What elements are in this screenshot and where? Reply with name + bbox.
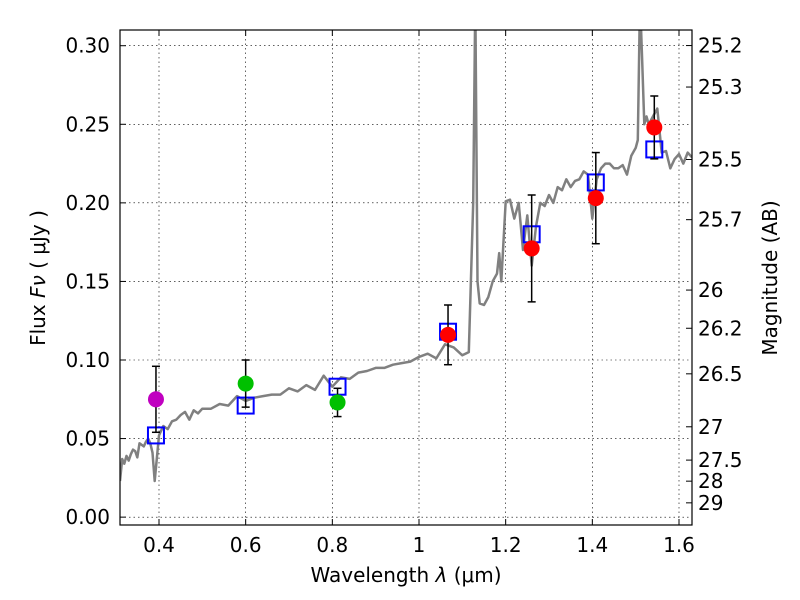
y-tick-label: 0.00 xyxy=(65,505,110,529)
observed-flux-point xyxy=(440,326,457,343)
magnitude-tick-label: 28 xyxy=(698,469,723,493)
magnitude-axis-label: Magnitude (AB) xyxy=(758,200,782,355)
x-axis-label: Wavelength λ (μm) xyxy=(310,563,501,587)
axis-ticks: 0.4 0.6 0.8 1 1.2 1.4 1.6 0.00 0.05 0.10 0.15 0.20 0… xyxy=(65,30,743,557)
x-tick-label: 1.2 xyxy=(490,533,522,557)
observed-flux-point xyxy=(329,394,346,411)
magnitude-tick-label: 25.3 xyxy=(698,75,743,99)
observed-photometry-points xyxy=(147,95,663,434)
x-tick-label: 0.6 xyxy=(230,533,262,557)
x-tick-label: 1 xyxy=(413,533,426,557)
y-tick-label: 0.10 xyxy=(65,348,110,372)
observed-flux-point xyxy=(237,375,254,392)
observed-flux-point xyxy=(523,240,540,257)
magnitude-tick-label: 27.5 xyxy=(698,448,743,472)
magnitude-tick-label: 26 xyxy=(698,278,723,302)
magnitude-tick-label: 25.7 xyxy=(698,208,743,232)
magnitude-tick-label: 27 xyxy=(698,415,723,439)
magnitude-tick-label: 26.2 xyxy=(698,316,743,340)
y-tick-label: 0.15 xyxy=(65,269,110,293)
grid xyxy=(120,30,692,525)
y-tick-label: 0.05 xyxy=(65,427,110,451)
magnitude-tick-label: 25.5 xyxy=(698,147,743,171)
x-tick-label: 0.8 xyxy=(316,533,348,557)
y-tick-label: 0.20 xyxy=(65,191,110,215)
magnitude-tick-label: 25.2 xyxy=(698,34,743,58)
magnitude-tick-label: 29 xyxy=(698,491,723,515)
magnitude-tick-label: 26.5 xyxy=(698,362,743,386)
x-tick-label: 1.6 xyxy=(663,533,695,557)
observed-flux-point xyxy=(646,119,663,136)
y-tick-label: 0.30 xyxy=(65,34,110,58)
observed-flux-point xyxy=(587,190,604,207)
model-photometry-points xyxy=(146,140,664,445)
y-tick-label: 0.25 xyxy=(65,112,110,136)
x-tick-label: 0.4 xyxy=(143,533,175,557)
observed-flux-point xyxy=(147,391,164,408)
model-spectrum-line xyxy=(120,30,692,483)
plot-frame xyxy=(119,29,693,526)
y-axis-label: Flux Fν ( μJy ) xyxy=(26,210,50,346)
x-tick-label: 1.4 xyxy=(576,533,608,557)
